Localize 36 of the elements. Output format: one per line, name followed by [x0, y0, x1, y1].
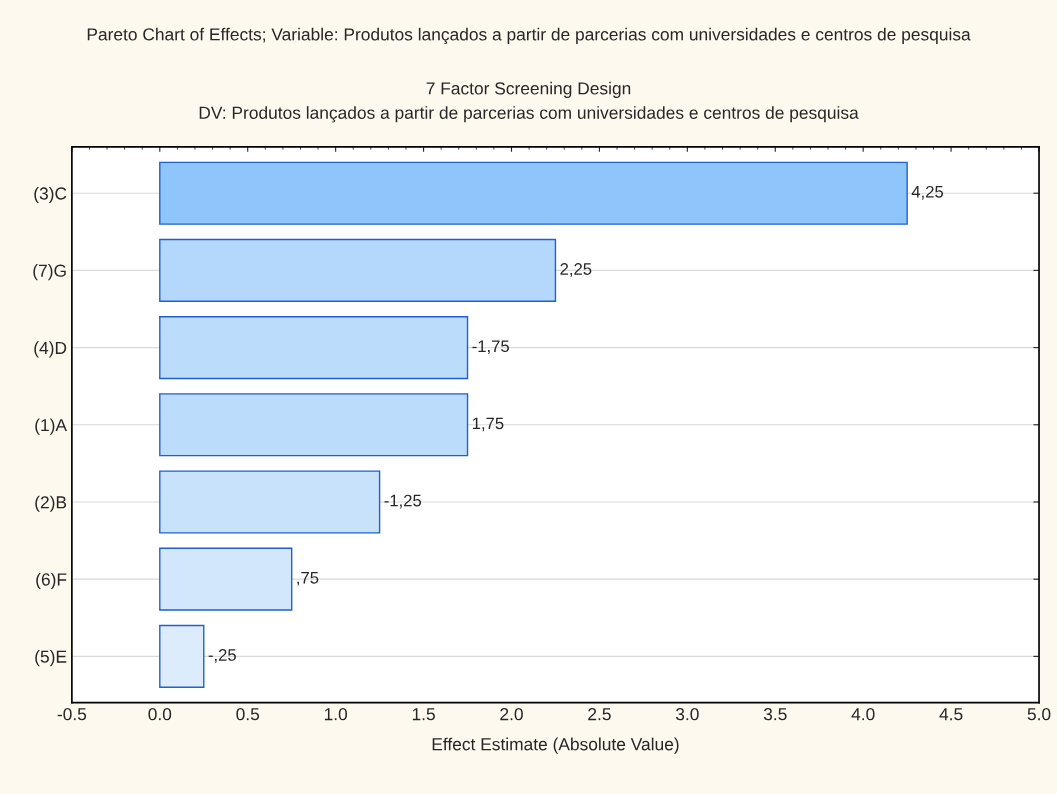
annotation: -1,25: [384, 494, 422, 509]
x-tick-label: 2.5: [588, 708, 611, 721]
annotation: -1,75: [472, 340, 509, 355]
x-tick-label: 2.0: [500, 708, 523, 721]
x-tick-label: 0.0: [148, 708, 172, 721]
chart-subtitle: 7 Factor Screening Design DV: Produtos lançados a partir de parcerias com universidades e centros de pesquisa: [199, 81, 859, 123]
x-tick-label: -0.5: [57, 708, 87, 721]
x-tick-label: 4.5: [939, 708, 963, 721]
bar: [159, 624, 205, 688]
bar: [159, 161, 908, 225]
chart-title: Pareto Chart of Effects; Variable: Produtos lançados a partir de parcerias com universidades e centros de pesquisa: [87, 27, 971, 45]
annotation: 1,75: [472, 417, 504, 432]
x-tick-label: 3.0: [675, 708, 699, 721]
annotation: 4,25: [911, 185, 944, 200]
x-tick-label: 4.0: [851, 708, 875, 721]
x-tick-label: 1.5: [412, 708, 435, 721]
x-axis-title: Effect Estimate (Absolute Value): [432, 737, 679, 754]
y-tick-label: (1)A: [35, 418, 67, 435]
annotation: 2,25: [560, 263, 592, 277]
bar: [159, 238, 557, 302]
y-tick-label: (3)C: [34, 186, 67, 204]
annotation: ,75: [297, 572, 319, 586]
x-tick-label: 5.0: [1027, 708, 1051, 721]
y-tick-label: (4)D: [34, 341, 67, 358]
bar: [159, 393, 469, 457]
annotation: -,25: [208, 649, 236, 663]
x-tick-label: 3.5: [763, 708, 787, 721]
y-tick-label: (2)B: [35, 495, 67, 512]
y-tick-label: (7)G: [33, 264, 66, 281]
x-tick-label: 0.5: [236, 708, 260, 721]
y-tick-label: (6)F: [36, 572, 67, 590]
bar: [159, 470, 381, 534]
bar: [159, 316, 469, 380]
y-tick-label: (5)E: [35, 650, 67, 667]
bar: [159, 547, 293, 611]
x-tick-label: 1.0: [324, 708, 348, 721]
